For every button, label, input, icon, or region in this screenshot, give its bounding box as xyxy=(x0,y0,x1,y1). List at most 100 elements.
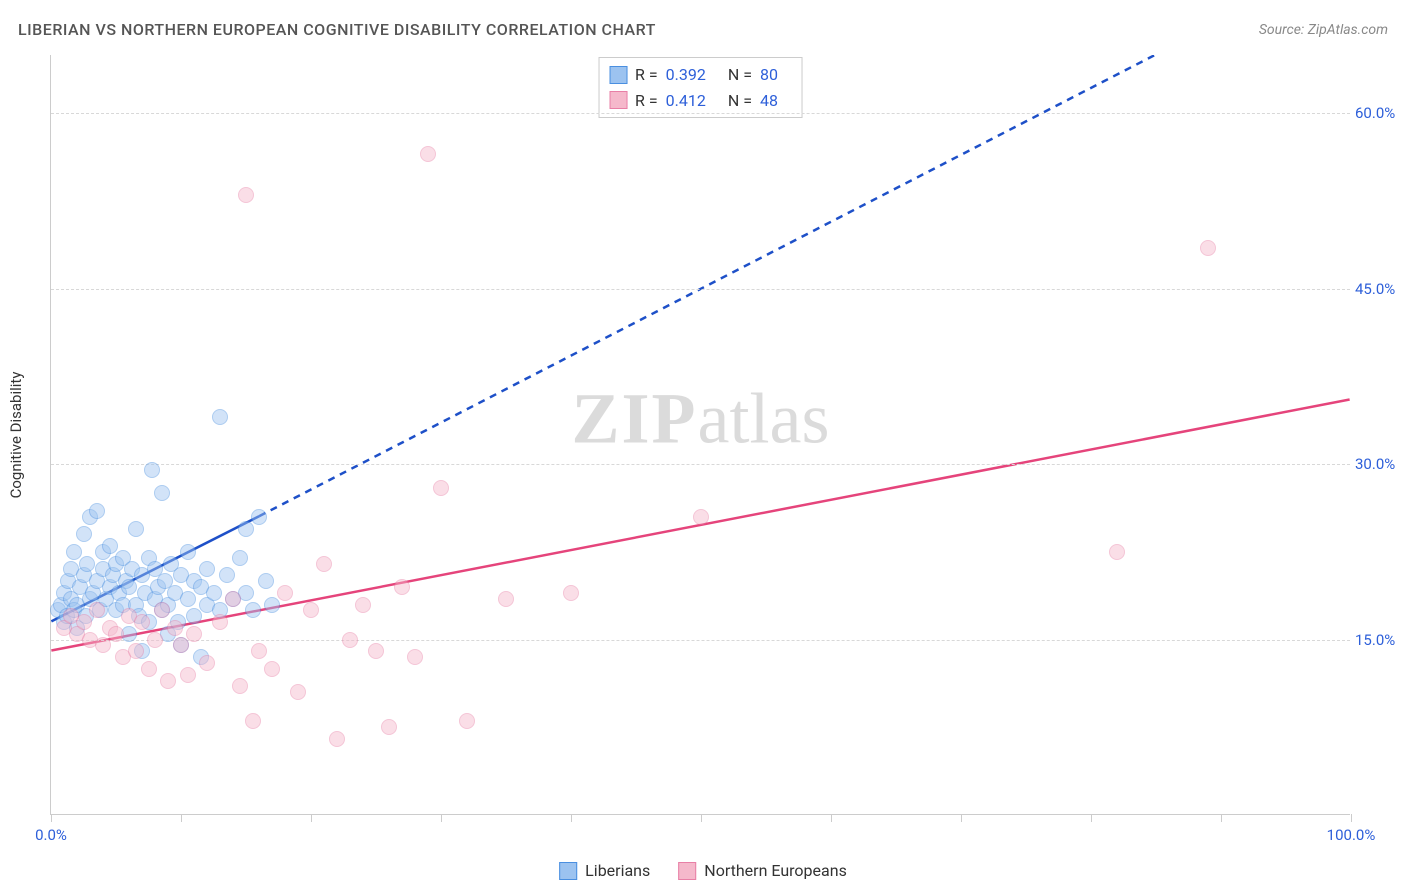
northern-europeans-point xyxy=(290,684,306,700)
northern-europeans-point xyxy=(238,187,254,203)
x-tick xyxy=(51,814,52,822)
source-attribution: Source: ZipAtlas.com xyxy=(1259,22,1388,38)
northern-europeans-point xyxy=(459,713,475,729)
scatter-plot: Cognitive Disability ZIPatlas R = 0.392 … xyxy=(50,55,1350,815)
liberians-point xyxy=(206,585,222,601)
liberians-point xyxy=(238,521,254,537)
northern-europeans-point xyxy=(329,731,345,747)
northern-europeans-point xyxy=(407,649,423,665)
liberians-legend-swatch xyxy=(559,862,577,880)
northern-europeans-point xyxy=(394,579,410,595)
y-tick-label: 60.0% xyxy=(1355,104,1406,122)
northern-europeans-point xyxy=(212,614,228,630)
r-value-liberians: 0.392 xyxy=(666,62,706,88)
northern-europeans-swatch xyxy=(609,91,627,109)
northern-europeans-point xyxy=(154,602,170,618)
x-tick xyxy=(181,814,182,822)
n-value-liberians: 80 xyxy=(760,62,778,88)
liberians-point xyxy=(245,602,261,618)
northern-europeans-point xyxy=(381,719,397,735)
northern-europeans-point xyxy=(89,602,105,618)
x-tick xyxy=(311,814,312,822)
northern-europeans-point xyxy=(433,480,449,496)
trendlines-svg xyxy=(51,55,1350,814)
legend-item-liberians: Liberians xyxy=(559,861,650,880)
x-tick xyxy=(1091,814,1092,822)
liberians-point xyxy=(264,597,280,613)
northern-europeans-legend-swatch xyxy=(678,862,696,880)
liberians-point xyxy=(232,550,248,566)
liberians-point xyxy=(212,409,228,425)
y-axis-label: Cognitive Disability xyxy=(7,371,25,498)
y-tick-label: 45.0% xyxy=(1355,280,1406,298)
northern-europeans-point xyxy=(368,643,384,659)
northern-europeans-point xyxy=(245,713,261,729)
liberians-point xyxy=(128,521,144,537)
liberians-point xyxy=(180,591,196,607)
n-value-northern-europeans: 48 xyxy=(760,88,778,114)
liberians-point xyxy=(154,485,170,501)
northern-europeans-point xyxy=(693,509,709,525)
northern-europeans-point xyxy=(225,591,241,607)
northern-europeans-point xyxy=(342,632,358,648)
y-tick-label: 15.0% xyxy=(1355,631,1406,649)
liberians-point xyxy=(186,608,202,624)
bottom-legend: Liberians Northern Europeans xyxy=(559,861,847,880)
watermark: ZIPatlas xyxy=(572,378,830,461)
northern-europeans-point xyxy=(141,661,157,677)
liberians-point xyxy=(76,526,92,542)
liberians-point xyxy=(79,556,95,572)
northern-europeans-point xyxy=(95,637,111,653)
x-tick xyxy=(441,814,442,822)
gridline xyxy=(51,640,1350,641)
northern-europeans-point xyxy=(420,146,436,162)
northern-europeans-point xyxy=(108,626,124,642)
x-tick xyxy=(701,814,702,822)
x-tick xyxy=(1351,814,1352,822)
liberians-point xyxy=(66,544,82,560)
northern-europeans-point xyxy=(199,655,215,671)
stats-row-liberians: R = 0.392 N = 80 xyxy=(609,62,792,88)
northern-europeans-point xyxy=(173,637,189,653)
northern-europeans-point xyxy=(76,614,92,630)
northern-europeans-point xyxy=(1200,240,1216,256)
northern-europeans-point xyxy=(232,678,248,694)
stats-row-northern-europeans: R = 0.412 N = 48 xyxy=(609,88,792,114)
northern-europeans-point xyxy=(264,661,280,677)
liberians-point xyxy=(180,544,196,560)
liberians-point xyxy=(121,579,137,595)
liberians-point xyxy=(251,509,267,525)
northern-europeans-point xyxy=(498,591,514,607)
gridline xyxy=(51,289,1350,290)
northern-europeans-point xyxy=(160,673,176,689)
liberians-point xyxy=(89,503,105,519)
liberians-swatch xyxy=(609,66,627,84)
liberians-point xyxy=(219,567,235,583)
liberians-point xyxy=(102,538,118,554)
northern-europeans-point xyxy=(277,585,293,601)
liberians-point xyxy=(199,561,215,577)
northern-europeans-point xyxy=(563,585,579,601)
x-tick xyxy=(571,814,572,822)
liberians-point xyxy=(258,573,274,589)
northern-europeans-point xyxy=(251,643,267,659)
northern-europeans-point xyxy=(147,632,163,648)
x-tick xyxy=(961,814,962,822)
northern-europeans-point xyxy=(167,620,183,636)
gridline xyxy=(51,113,1350,114)
title-bar: LIBERIAN VS NORTHERN EUROPEAN COGNITIVE … xyxy=(18,20,1388,39)
gridline xyxy=(51,464,1350,465)
northern-europeans-point xyxy=(186,626,202,642)
northern-europeans-point xyxy=(355,597,371,613)
r-value-northern-europeans: 0.412 xyxy=(666,88,706,114)
northern-europeans-point xyxy=(1109,544,1125,560)
northern-europeans-point xyxy=(303,602,319,618)
liberians-point xyxy=(144,462,160,478)
chart-title: LIBERIAN VS NORTHERN EUROPEAN COGNITIVE … xyxy=(18,20,656,39)
northern-europeans-point xyxy=(128,643,144,659)
x-tick-label: 100.0% xyxy=(1327,826,1376,844)
legend-item-northern-europeans: Northern Europeans xyxy=(678,861,847,880)
northern-europeans-point xyxy=(316,556,332,572)
northern-europeans-point xyxy=(134,614,150,630)
x-tick xyxy=(1221,814,1222,822)
